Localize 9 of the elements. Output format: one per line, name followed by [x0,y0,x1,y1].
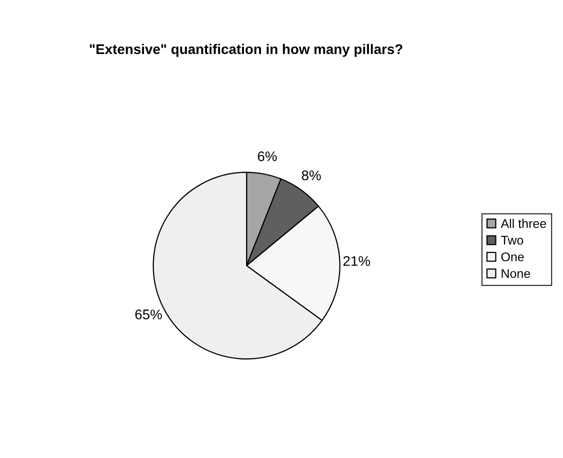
legend-label: Two [501,236,524,245]
data-label: 65% [135,310,162,320]
data-label: 6% [258,151,277,162]
legend-label: All three [500,218,546,228]
data-label: 21% [343,256,370,266]
legend-label: One [501,252,524,262]
chart-title: "Extensive" quantification in how many pillars? [90,44,402,57]
legend-label: None [502,269,530,278]
data-label: 8% [302,170,321,180]
